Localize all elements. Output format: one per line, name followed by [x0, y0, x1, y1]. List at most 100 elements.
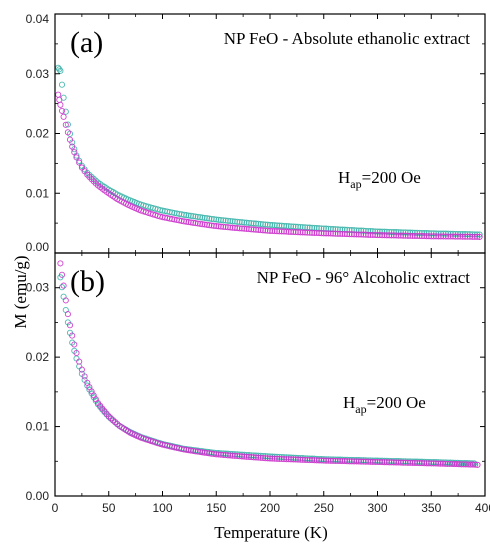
data-point: [56, 96, 63, 103]
data-point: [386, 232, 393, 239]
data-point: [58, 271, 66, 278]
field-label: Hap=200 Oe: [338, 168, 421, 191]
data-point: [192, 448, 199, 455]
data-point: [383, 459, 390, 466]
data-point: [220, 217, 227, 224]
data-point: [297, 229, 304, 236]
data-point: [439, 460, 446, 467]
plot-frame: [54, 13, 486, 254]
data-point: [238, 225, 246, 232]
data-point: [194, 448, 201, 455]
data-point: [376, 458, 383, 466]
data-point: [203, 215, 211, 222]
data-point: [365, 231, 372, 238]
data-point: [185, 219, 192, 226]
data-point: [418, 233, 425, 240]
data-point: [187, 447, 194, 454]
y-tick-label: 0.04: [26, 12, 50, 26]
data-point: [362, 231, 369, 238]
data-point: [404, 459, 411, 466]
data-point: [283, 456, 290, 463]
data-point: [283, 228, 290, 235]
data-point: [64, 129, 71, 136]
data-point: [276, 228, 283, 235]
data-point: [339, 230, 346, 237]
data-point: [381, 232, 388, 239]
data-point: [400, 232, 407, 239]
data-point: [299, 456, 306, 463]
data-point: [183, 212, 190, 219]
data-point: [320, 230, 327, 237]
data-point: [341, 230, 348, 238]
data-point: [215, 223, 222, 230]
data-point: [264, 221, 271, 228]
data-point: [287, 456, 295, 463]
data-point: [297, 456, 304, 463]
data-point: [453, 461, 460, 468]
data-point: [243, 219, 250, 226]
data-point: [462, 461, 469, 468]
data-point: [269, 455, 276, 462]
data-point: [66, 136, 74, 143]
data-point: [229, 218, 236, 225]
data-point: [271, 455, 278, 462]
data-point: [273, 455, 281, 462]
data-point: [346, 231, 353, 238]
data-point: [213, 451, 220, 458]
data-point: [231, 224, 238, 231]
data-point: [206, 222, 213, 229]
data-point: [465, 461, 472, 468]
data-point: [428, 460, 435, 467]
data-point: [269, 227, 276, 235]
data-point: [236, 225, 243, 232]
data-point: [395, 232, 402, 239]
data-point: [402, 459, 409, 466]
data-point: [234, 452, 241, 460]
data-point: [222, 223, 229, 231]
data-point: [471, 460, 478, 467]
data-point: [372, 231, 379, 239]
data-point: [217, 223, 224, 230]
data-point: [220, 451, 227, 458]
data-point: [337, 230, 344, 237]
data-point: [250, 220, 257, 227]
data-point: [201, 449, 208, 456]
data-point: [81, 373, 88, 380]
data-point: [185, 212, 192, 219]
y-tick-label: 0.02: [26, 350, 50, 364]
data-point: [243, 225, 250, 232]
data-point: [407, 232, 414, 239]
data-point: [238, 219, 246, 226]
data-point: [60, 113, 67, 120]
data-point: [190, 447, 197, 454]
data-point: [302, 229, 309, 236]
data-point: [351, 231, 358, 238]
data-point: [460, 461, 467, 468]
data-point: [201, 214, 208, 221]
data-point: [323, 230, 330, 237]
data-point: [290, 228, 297, 236]
data-point: [388, 459, 395, 466]
data-point: [423, 460, 430, 467]
data-point: [353, 458, 360, 465]
data-point: [213, 223, 220, 230]
data-point: [248, 220, 255, 227]
data-point: [56, 66, 63, 73]
data-point: [446, 460, 453, 467]
data-point: [476, 233, 483, 240]
data-point: [416, 460, 423, 467]
data-point: [437, 460, 444, 467]
data-point: [252, 220, 260, 227]
data-point: [409, 232, 416, 239]
data-point: [402, 232, 409, 239]
data-point: [273, 228, 281, 235]
data-point: [390, 232, 397, 239]
data-point: [78, 366, 85, 373]
data-point: [458, 461, 465, 468]
data-point: [369, 231, 376, 238]
panel-b: 0.00 0.01 0.02 0.03 (b) NP FeO - 96° Alcoholi…: [26, 252, 486, 503]
data-point: [64, 311, 71, 318]
data-point: [360, 458, 367, 465]
data-point: [210, 450, 217, 458]
data-point: [250, 226, 257, 233]
